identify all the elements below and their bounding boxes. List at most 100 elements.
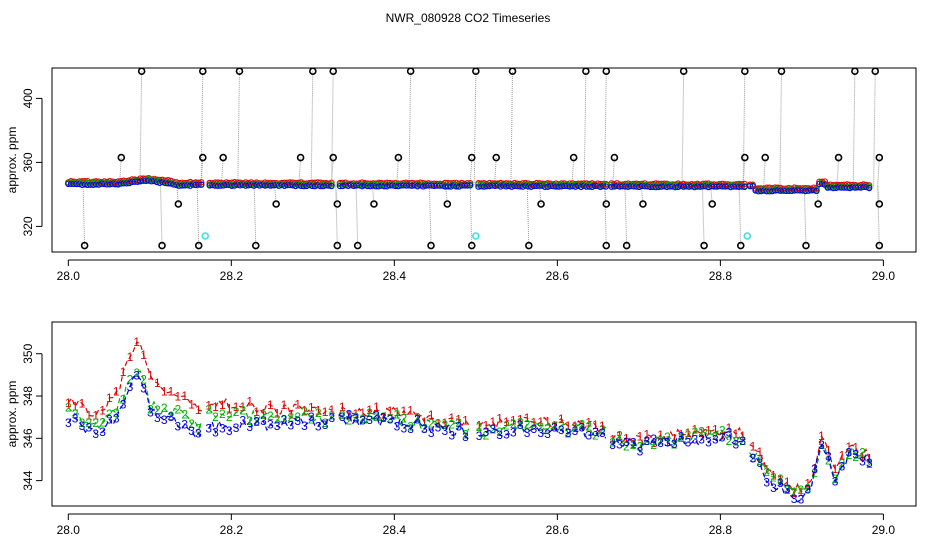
bottom-x-tick-label: 28.2 bbox=[220, 523, 244, 537]
series-3-marker: 3 bbox=[565, 426, 572, 440]
series-1-marker: 1 bbox=[106, 391, 113, 405]
series-3-marker: 3 bbox=[339, 410, 346, 424]
series-3-marker: 3 bbox=[92, 427, 99, 441]
series-2-marker: 2 bbox=[133, 366, 140, 380]
spike-point bbox=[272, 200, 280, 208]
series-1-marker: 1 bbox=[373, 400, 380, 414]
series-2-marker: 2 bbox=[705, 427, 712, 441]
series-1-marker: 1 bbox=[637, 429, 644, 443]
series-2-marker: 2 bbox=[852, 450, 859, 464]
series-3-marker: 3 bbox=[175, 420, 182, 434]
series-3-marker: 3 bbox=[671, 437, 678, 451]
bottom-y-tick-label: 346 bbox=[21, 428, 35, 448]
top-panel: 28.0 28.2 28.4 28.6 28.8 29.0 320 360 400 approx.… bbox=[5, 67, 917, 283]
series-1-marker: 1 bbox=[428, 408, 435, 422]
flagged-point bbox=[201, 232, 210, 240]
spike-point bbox=[394, 153, 403, 162]
series-3-marker: 3 bbox=[698, 432, 705, 446]
series-3-marker: 3 bbox=[168, 410, 175, 424]
series-3-marker: 3 bbox=[267, 418, 274, 432]
series-2-line bbox=[612, 428, 744, 448]
series-3-marker: 3 bbox=[205, 421, 212, 435]
top-y-tick-label: 360 bbox=[21, 152, 35, 172]
series-1-marker: 1 bbox=[510, 413, 517, 427]
top-x-tick-label: 28.8 bbox=[709, 269, 733, 283]
series-1-marker: 1 bbox=[719, 429, 726, 443]
series-1-marker: 1 bbox=[565, 419, 572, 433]
series-3-marker: 3 bbox=[407, 422, 414, 436]
series-1-marker: 1 bbox=[140, 348, 147, 362]
spike-connector bbox=[803, 189, 807, 246]
series-3-marker: 3 bbox=[140, 381, 147, 395]
series-1-marker: 1 bbox=[691, 423, 698, 437]
series-1-marker: 1 bbox=[726, 421, 733, 435]
spike-point bbox=[700, 241, 708, 250]
series-2-marker: 2 bbox=[400, 412, 407, 426]
series-3-marker: 3 bbox=[544, 427, 551, 441]
series-2-marker: 2 bbox=[832, 472, 839, 486]
series-2-marker: 2 bbox=[353, 410, 360, 424]
series-1-marker: 1 bbox=[866, 451, 873, 465]
series-1-marker: 1 bbox=[322, 405, 329, 419]
series-2-marker: 2 bbox=[407, 420, 414, 434]
series-2-marker: 2 bbox=[698, 425, 705, 439]
series-3-marker: 3 bbox=[448, 428, 455, 442]
series-3-marker: 3 bbox=[650, 432, 657, 446]
series-1-marker: 1 bbox=[476, 419, 483, 433]
series-3-marker: 3 bbox=[804, 482, 811, 496]
series-2-marker: 2 bbox=[585, 420, 592, 434]
series-3-marker: 3 bbox=[394, 420, 401, 434]
series-1-marker: 1 bbox=[442, 416, 449, 430]
series-2-marker: 2 bbox=[246, 414, 253, 428]
top-x-tick-label: 28.6 bbox=[546, 269, 570, 283]
series-3-marker: 3 bbox=[664, 435, 671, 449]
series-2-marker: 2 bbox=[726, 434, 733, 448]
series-2-marker: 2 bbox=[599, 423, 606, 437]
spike-point bbox=[353, 241, 362, 250]
series-3-marker: 3 bbox=[859, 454, 866, 468]
spike-connector bbox=[604, 185, 607, 246]
series-3-marker: 3 bbox=[763, 475, 770, 489]
series-2-marker: 2 bbox=[685, 428, 692, 442]
spike-connector bbox=[681, 71, 685, 186]
series-1-marker: 1 bbox=[281, 398, 288, 412]
series-2-marker: 2 bbox=[195, 422, 202, 436]
series-1-marker: 1 bbox=[394, 405, 401, 419]
spike-connector bbox=[408, 71, 412, 185]
series-3-marker: 3 bbox=[240, 414, 247, 428]
series-1-marker: 1 bbox=[585, 415, 592, 429]
series-1-marker: 1 bbox=[517, 413, 524, 427]
series-2-marker: 2 bbox=[517, 415, 524, 429]
bottom-x-tick-label: 28.6 bbox=[546, 523, 570, 537]
series-3-marker: 3 bbox=[496, 428, 503, 442]
series-3-marker: 3 bbox=[246, 420, 253, 434]
series-2-marker: 2 bbox=[175, 403, 182, 417]
series-2-marker: 2 bbox=[763, 465, 770, 479]
series-3-marker: 3 bbox=[733, 437, 740, 451]
series-3-marker: 3 bbox=[616, 438, 623, 452]
spike-connector bbox=[331, 71, 334, 185]
series-2-marker: 2 bbox=[373, 410, 380, 424]
series-2-marker: 2 bbox=[329, 409, 336, 423]
series-2-marker: 2 bbox=[739, 434, 746, 448]
series-2-marker: 2 bbox=[524, 417, 531, 431]
spike-point bbox=[137, 68, 146, 75]
series-1-marker: 1 bbox=[592, 418, 599, 432]
spike-point bbox=[370, 200, 378, 208]
spike-connector bbox=[355, 184, 359, 246]
series-3-marker: 3 bbox=[353, 412, 360, 426]
top-plot-frame bbox=[51, 67, 917, 253]
series-1-marker: 1 bbox=[599, 419, 606, 433]
series-3-marker: 3 bbox=[226, 424, 233, 438]
series-1-marker: 1 bbox=[503, 415, 510, 429]
series-2-marker: 2 bbox=[140, 372, 147, 386]
series-1-marker: 1 bbox=[274, 407, 281, 421]
spike-point bbox=[329, 68, 338, 75]
series-3-marker: 3 bbox=[442, 424, 449, 438]
series-1-marker: 1 bbox=[678, 427, 685, 441]
series-3-line bbox=[208, 415, 332, 435]
series-3-marker: 3 bbox=[832, 475, 839, 489]
series-2-marker: 2 bbox=[777, 472, 784, 486]
series-1-marker: 1 bbox=[219, 398, 226, 412]
